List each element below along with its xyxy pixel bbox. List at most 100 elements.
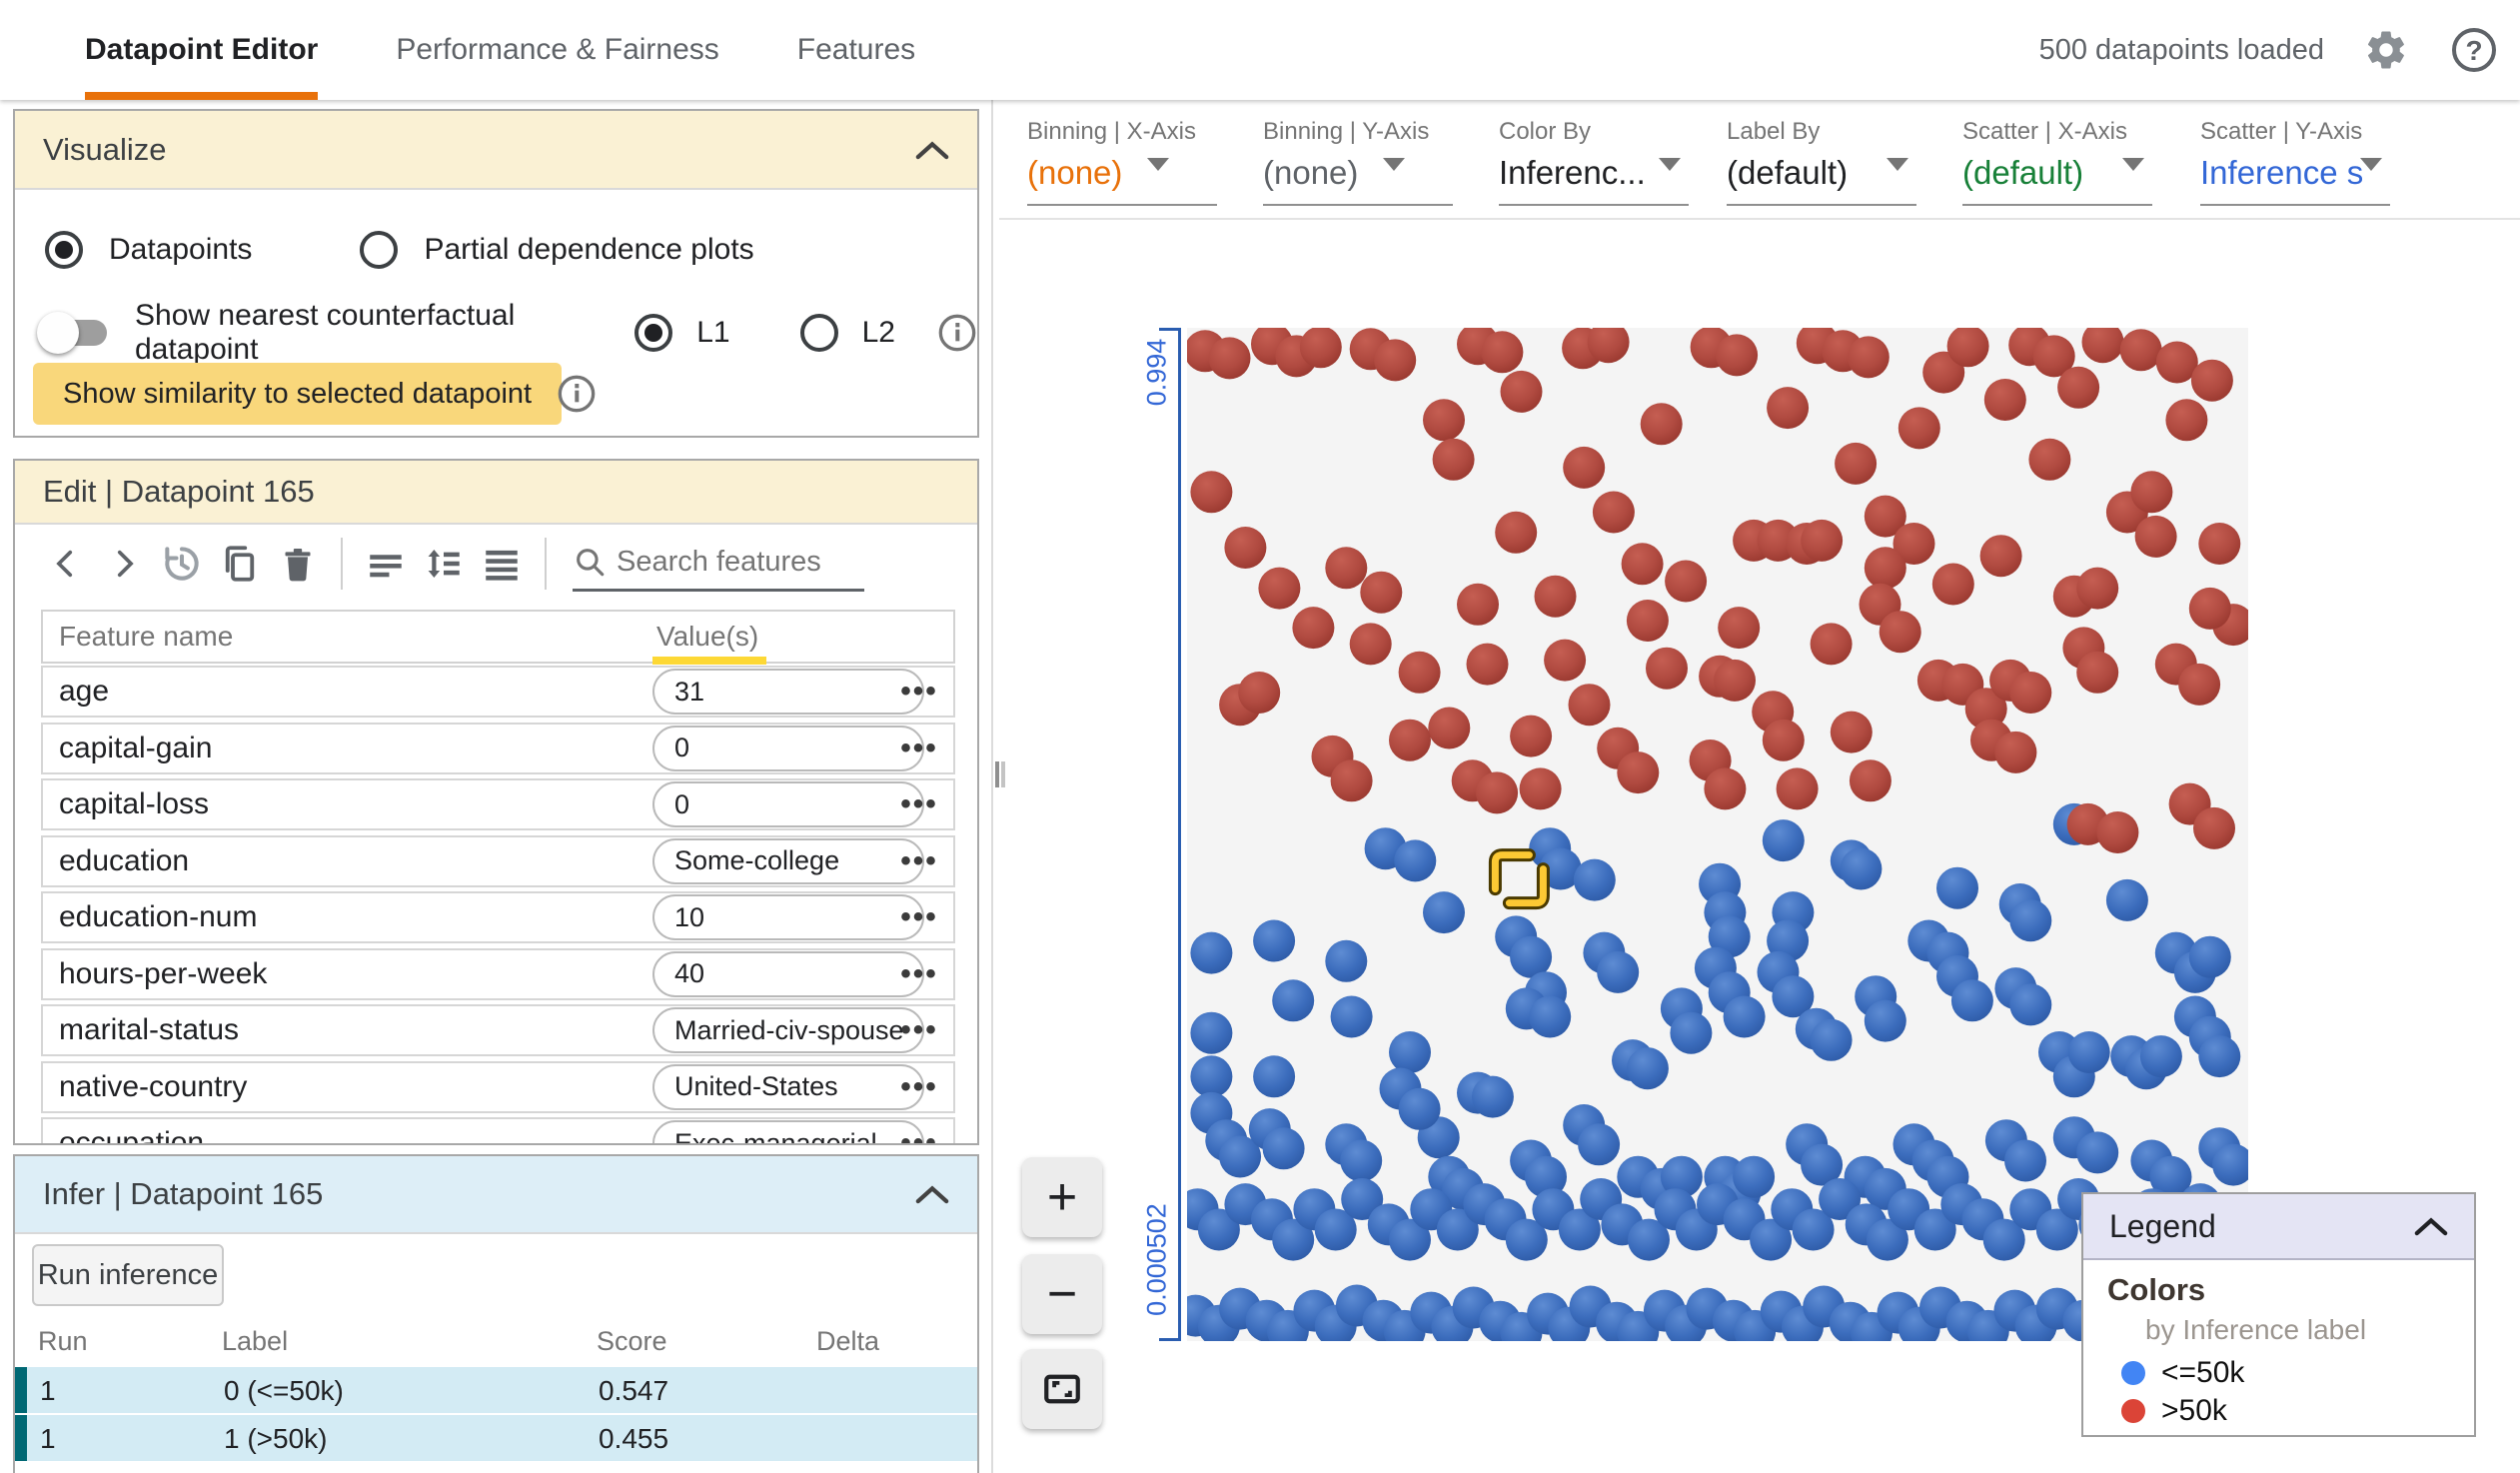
revert-history-icon[interactable] (153, 542, 211, 586)
datapoint-dot[interactable] (1190, 471, 1233, 514)
datapoint-dot[interactable] (1500, 370, 1543, 413)
feature-value-input[interactable] (652, 837, 924, 884)
feature-value-input[interactable] (652, 1063, 924, 1110)
dropdown-value[interactable]: (none) (1027, 154, 1123, 191)
zoom-out-button[interactable]: − (1022, 1254, 1102, 1334)
datapoint-dot[interactable] (1936, 866, 1978, 909)
datapoint-dot[interactable] (1597, 950, 1640, 993)
dropdown-value[interactable]: Inferenc... (1499, 154, 1646, 191)
datapoint-dot[interactable] (1389, 1031, 1431, 1073)
show-similarity-button[interactable]: Show similarity to selected datapoint (33, 363, 563, 425)
feature-row-menu-icon[interactable]: ••• (900, 843, 938, 877)
datapoint-dot[interactable] (1389, 1218, 1431, 1261)
chevron-down-icon[interactable] (1383, 158, 1405, 171)
feature-row-menu-icon[interactable]: ••• (900, 1013, 938, 1046)
run-inference-button[interactable]: Run inference (32, 1244, 224, 1306)
datapoint-dot[interactable] (1660, 1155, 1703, 1198)
datapoint-dot[interactable] (1573, 858, 1616, 901)
selected-datapoint-marker[interactable] (1488, 848, 1550, 910)
datapoint-dot[interactable] (1646, 647, 1688, 690)
tab-datapoint-editor[interactable]: Datapoint Editor (85, 0, 319, 100)
feature-row-menu-icon[interactable]: ••• (900, 956, 938, 990)
datapoint-dot[interactable] (1544, 639, 1587, 682)
datapoint-dot[interactable] (1723, 995, 1766, 1038)
datapoint-dot[interactable] (2028, 438, 2071, 481)
datapoint-dot[interactable] (1428, 707, 1471, 749)
inference-row-1[interactable]: 1 1 (>50k) 0.455 (15, 1415, 977, 1461)
datapoint-dot[interactable] (1238, 672, 1281, 714)
datapoint-dot[interactable] (2076, 567, 2119, 610)
feature-value-input[interactable] (652, 950, 924, 997)
chevron-down-icon[interactable] (2122, 158, 2144, 171)
datapoint-dot[interactable] (1892, 523, 1935, 565)
next-datapoint-icon[interactable] (95, 542, 153, 586)
previous-datapoint-icon[interactable] (37, 542, 95, 586)
datapoint-dot[interactable] (1979, 535, 2022, 578)
red-datapoints[interactable] (1184, 321, 2255, 853)
feature-row-menu-icon[interactable]: ••• (900, 900, 938, 933)
chevron-down-icon[interactable] (2360, 158, 2382, 171)
feature-value-input[interactable] (652, 894, 924, 940)
datapoint-dot[interactable] (1897, 407, 1940, 450)
datapoint-dot[interactable] (1258, 567, 1301, 610)
datapoint-dot[interactable] (1208, 337, 1251, 380)
display-line-spacing-icon[interactable] (415, 542, 473, 586)
feature-value-input[interactable] (652, 781, 924, 827)
chevron-down-icon[interactable] (1659, 158, 1681, 171)
datapoints-radio[interactable] (45, 231, 83, 269)
feature-value-input[interactable] (652, 1007, 924, 1053)
datapoint-dot[interactable] (1792, 1208, 1835, 1251)
datapoint-dot[interactable] (1847, 336, 1890, 379)
chevron-down-icon[interactable] (1887, 158, 1908, 171)
datapoint-dot[interactable] (1626, 1047, 1669, 1090)
datapoint-dot[interactable] (1389, 719, 1431, 761)
dropdown-value[interactable]: (none) (1263, 154, 1359, 191)
scatter-plot[interactable] (1174, 321, 2255, 1354)
datapoint-dot[interactable] (1471, 1075, 1514, 1118)
datapoint-dot[interactable] (1510, 715, 1553, 757)
similarity-info-icon[interactable] (557, 374, 597, 414)
datapoint-dot[interactable] (1481, 331, 1524, 374)
blue-datapoints[interactable] (1174, 802, 2255, 1354)
datapoint-dot[interactable] (1325, 547, 1368, 590)
datapoint-dot[interactable] (1476, 771, 1519, 814)
inference-row-0[interactable]: 1 0 (<=50k) 0.547 (15, 1367, 977, 1413)
panel-divider-grip[interactable] (995, 761, 1005, 787)
datapoint-dot[interactable] (1776, 767, 1819, 810)
datapoint-dot[interactable] (2032, 335, 2075, 378)
datapoint-dot[interactable] (1466, 643, 1509, 686)
datapoint-dot[interactable] (2165, 399, 2208, 442)
datapoint-dot[interactable] (1670, 1011, 1713, 1054)
datapoint-dot[interactable] (1772, 975, 1815, 1018)
datapoint-dot[interactable] (2096, 811, 2139, 853)
datapoint-dot[interactable] (1704, 767, 1747, 810)
settings-gear-icon[interactable] (2360, 24, 2412, 76)
datapoint-dot[interactable] (1718, 607, 1761, 650)
datapoint-dot[interactable] (1190, 931, 1233, 974)
datapoint-dot[interactable] (1801, 519, 1844, 562)
datapoint-dot[interactable] (1621, 543, 1664, 586)
datapoint-dot[interactable] (2119, 329, 2162, 372)
dropdown-value[interactable]: Inference s (2200, 154, 2364, 191)
datapoint-dot[interactable] (2105, 878, 2148, 921)
feature-row-menu-icon[interactable]: ••• (900, 675, 938, 708)
datapoint-dot[interactable] (2009, 899, 2052, 942)
datapoint-dot[interactable] (1360, 571, 1403, 614)
datapoint-dot[interactable] (1423, 399, 1465, 442)
datapoint-dot[interactable] (2188, 935, 2231, 978)
datapoint-dot[interactable] (1423, 891, 1465, 934)
datapoint-dot[interactable] (1708, 915, 1751, 958)
datapoint-dot[interactable] (1982, 1218, 2025, 1261)
datapoint-dot[interactable] (2081, 321, 2124, 364)
datapoint-dot[interactable] (1272, 1218, 1315, 1261)
datapoint-dot[interactable] (2155, 341, 2198, 384)
datapoint-dot[interactable] (1849, 759, 1891, 802)
fit-to-screen-button[interactable] (1022, 1349, 1102, 1429)
collapse-chevron-icon[interactable] (915, 140, 949, 160)
datapoint-dot[interactable] (1253, 1055, 1296, 1098)
datapoint-dot[interactable] (1349, 623, 1392, 666)
datapoint-dot[interactable] (1219, 1135, 1262, 1178)
feature-value-input[interactable] (652, 669, 924, 715)
datapoint-dot[interactable] (1983, 379, 2026, 421)
dropdown-value[interactable]: (default) (1727, 154, 1849, 191)
